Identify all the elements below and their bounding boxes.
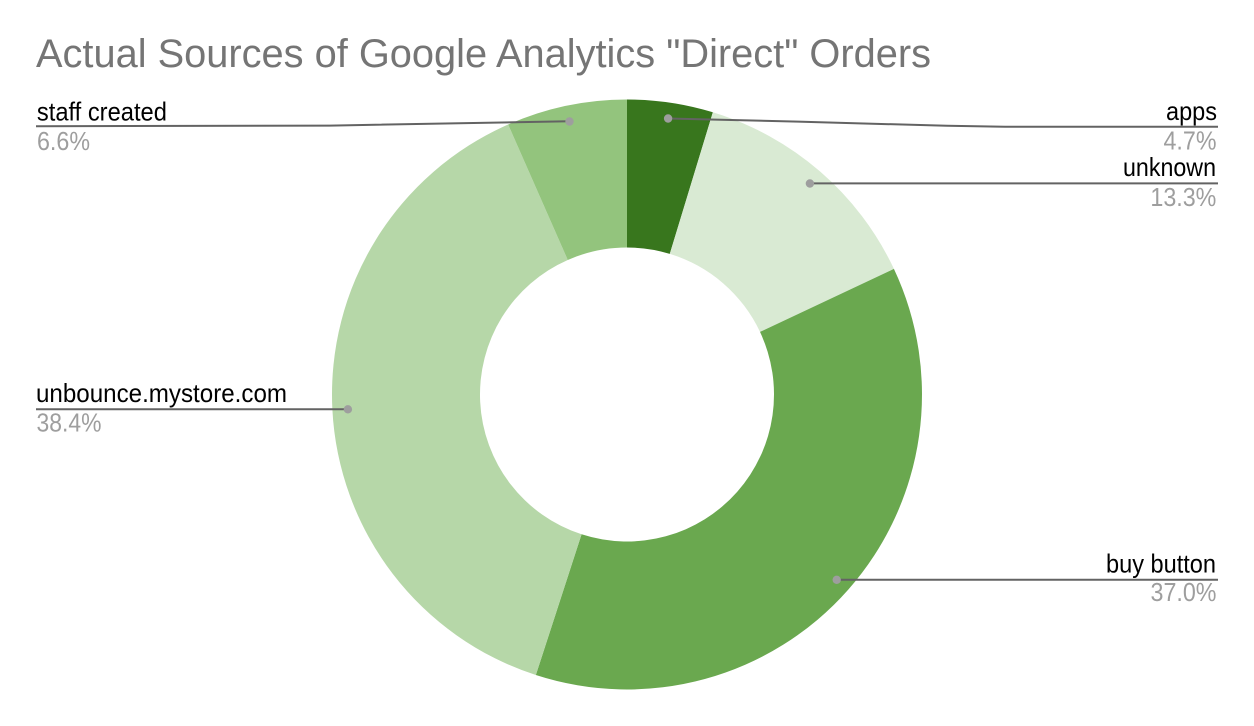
svg-text:Actual Sources of Google Analy: Actual Sources of Google Analytics "Dire… bbox=[36, 32, 931, 76]
svg-text:apps: apps bbox=[1166, 96, 1217, 126]
svg-text:37.0%: 37.0% bbox=[1151, 577, 1217, 607]
svg-text:buy button: buy button bbox=[1106, 549, 1216, 579]
svg-text:38.4%: 38.4% bbox=[37, 408, 102, 438]
svg-text:13.3%: 13.3% bbox=[1150, 182, 1216, 212]
svg-text:4.7%: 4.7% bbox=[1164, 126, 1217, 156]
svg-text:unbounce.mystore.com: unbounce.mystore.com bbox=[36, 378, 287, 408]
svg-text:unknown: unknown bbox=[1123, 152, 1216, 182]
svg-text:6.6%: 6.6% bbox=[37, 126, 90, 156]
svg-text:staff created: staff created bbox=[37, 96, 167, 126]
